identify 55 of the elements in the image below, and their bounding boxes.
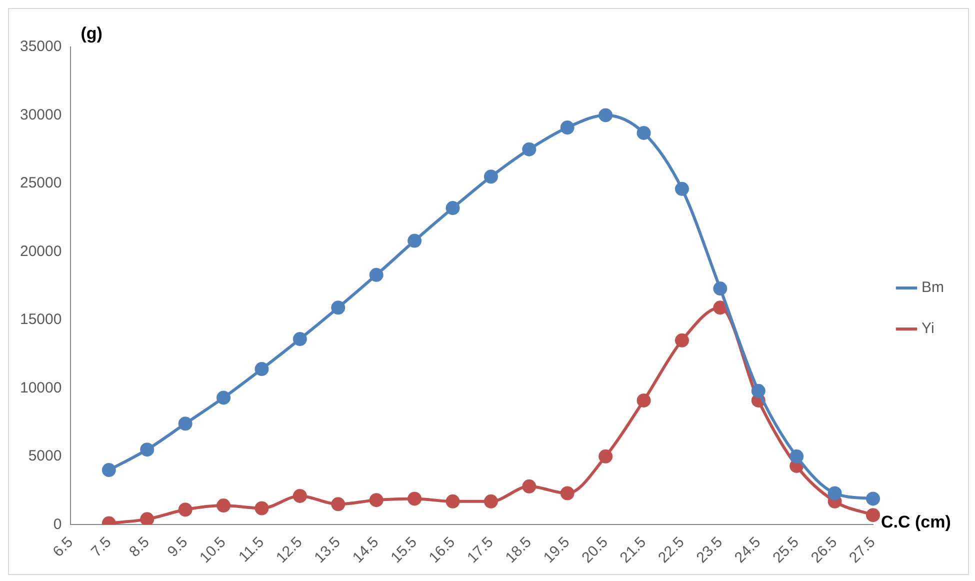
point: [178, 502, 192, 517]
point: [484, 170, 498, 184]
y-tick-label: 5000: [28, 448, 62, 465]
y-axis-title: (g): [80, 24, 102, 44]
y-tick-label: 0: [53, 516, 62, 533]
point: [140, 442, 154, 457]
point: [636, 393, 651, 408]
y-tick-label: 35000: [20, 38, 62, 56]
point: [408, 492, 422, 506]
point: [178, 416, 192, 431]
point: [216, 390, 231, 405]
point: [598, 449, 613, 464]
point: [636, 126, 651, 140]
point: [446, 494, 460, 508]
x-tick-label: 9.5: [164, 534, 192, 560]
point: [369, 493, 384, 508]
point: [598, 108, 613, 122]
point: [331, 497, 346, 512]
point: [828, 486, 842, 500]
point: [408, 234, 422, 248]
point: [560, 120, 574, 135]
point: [790, 449, 804, 464]
point: [751, 384, 766, 398]
point: [713, 300, 728, 315]
point: [866, 492, 880, 506]
point: [522, 479, 536, 494]
y-tick-label: 10000: [20, 379, 62, 396]
point: [140, 512, 154, 525]
point: [102, 463, 116, 478]
y-tick-label: 15000: [20, 311, 62, 328]
point: [674, 182, 689, 196]
x-tick-label: 6.5: [50, 534, 76, 560]
point: [331, 300, 346, 315]
point: [674, 333, 689, 348]
point: [369, 268, 384, 282]
point: [254, 501, 269, 516]
point: [292, 332, 307, 346]
point: [216, 498, 231, 513]
point: [522, 142, 536, 156]
legend-label: Yi: [922, 320, 934, 338]
point: [254, 362, 269, 376]
y-tick-label: 20000: [20, 242, 62, 260]
point: [560, 486, 574, 500]
y-tick-label: 30000: [20, 106, 62, 124]
point: [446, 201, 460, 216]
point: [866, 508, 880, 522]
point: [713, 282, 728, 296]
x-tick-label: 7.5: [88, 534, 115, 560]
x-axis-title: C.C (cm): [881, 512, 951, 532]
y-tick-label: 25000: [20, 174, 62, 192]
x-tick-label: 11.5: [236, 534, 268, 566]
x-tick-label: 8.5: [126, 534, 153, 560]
point: [484, 494, 498, 508]
legend-label: Bm: [922, 279, 944, 296]
point: [292, 488, 307, 503]
